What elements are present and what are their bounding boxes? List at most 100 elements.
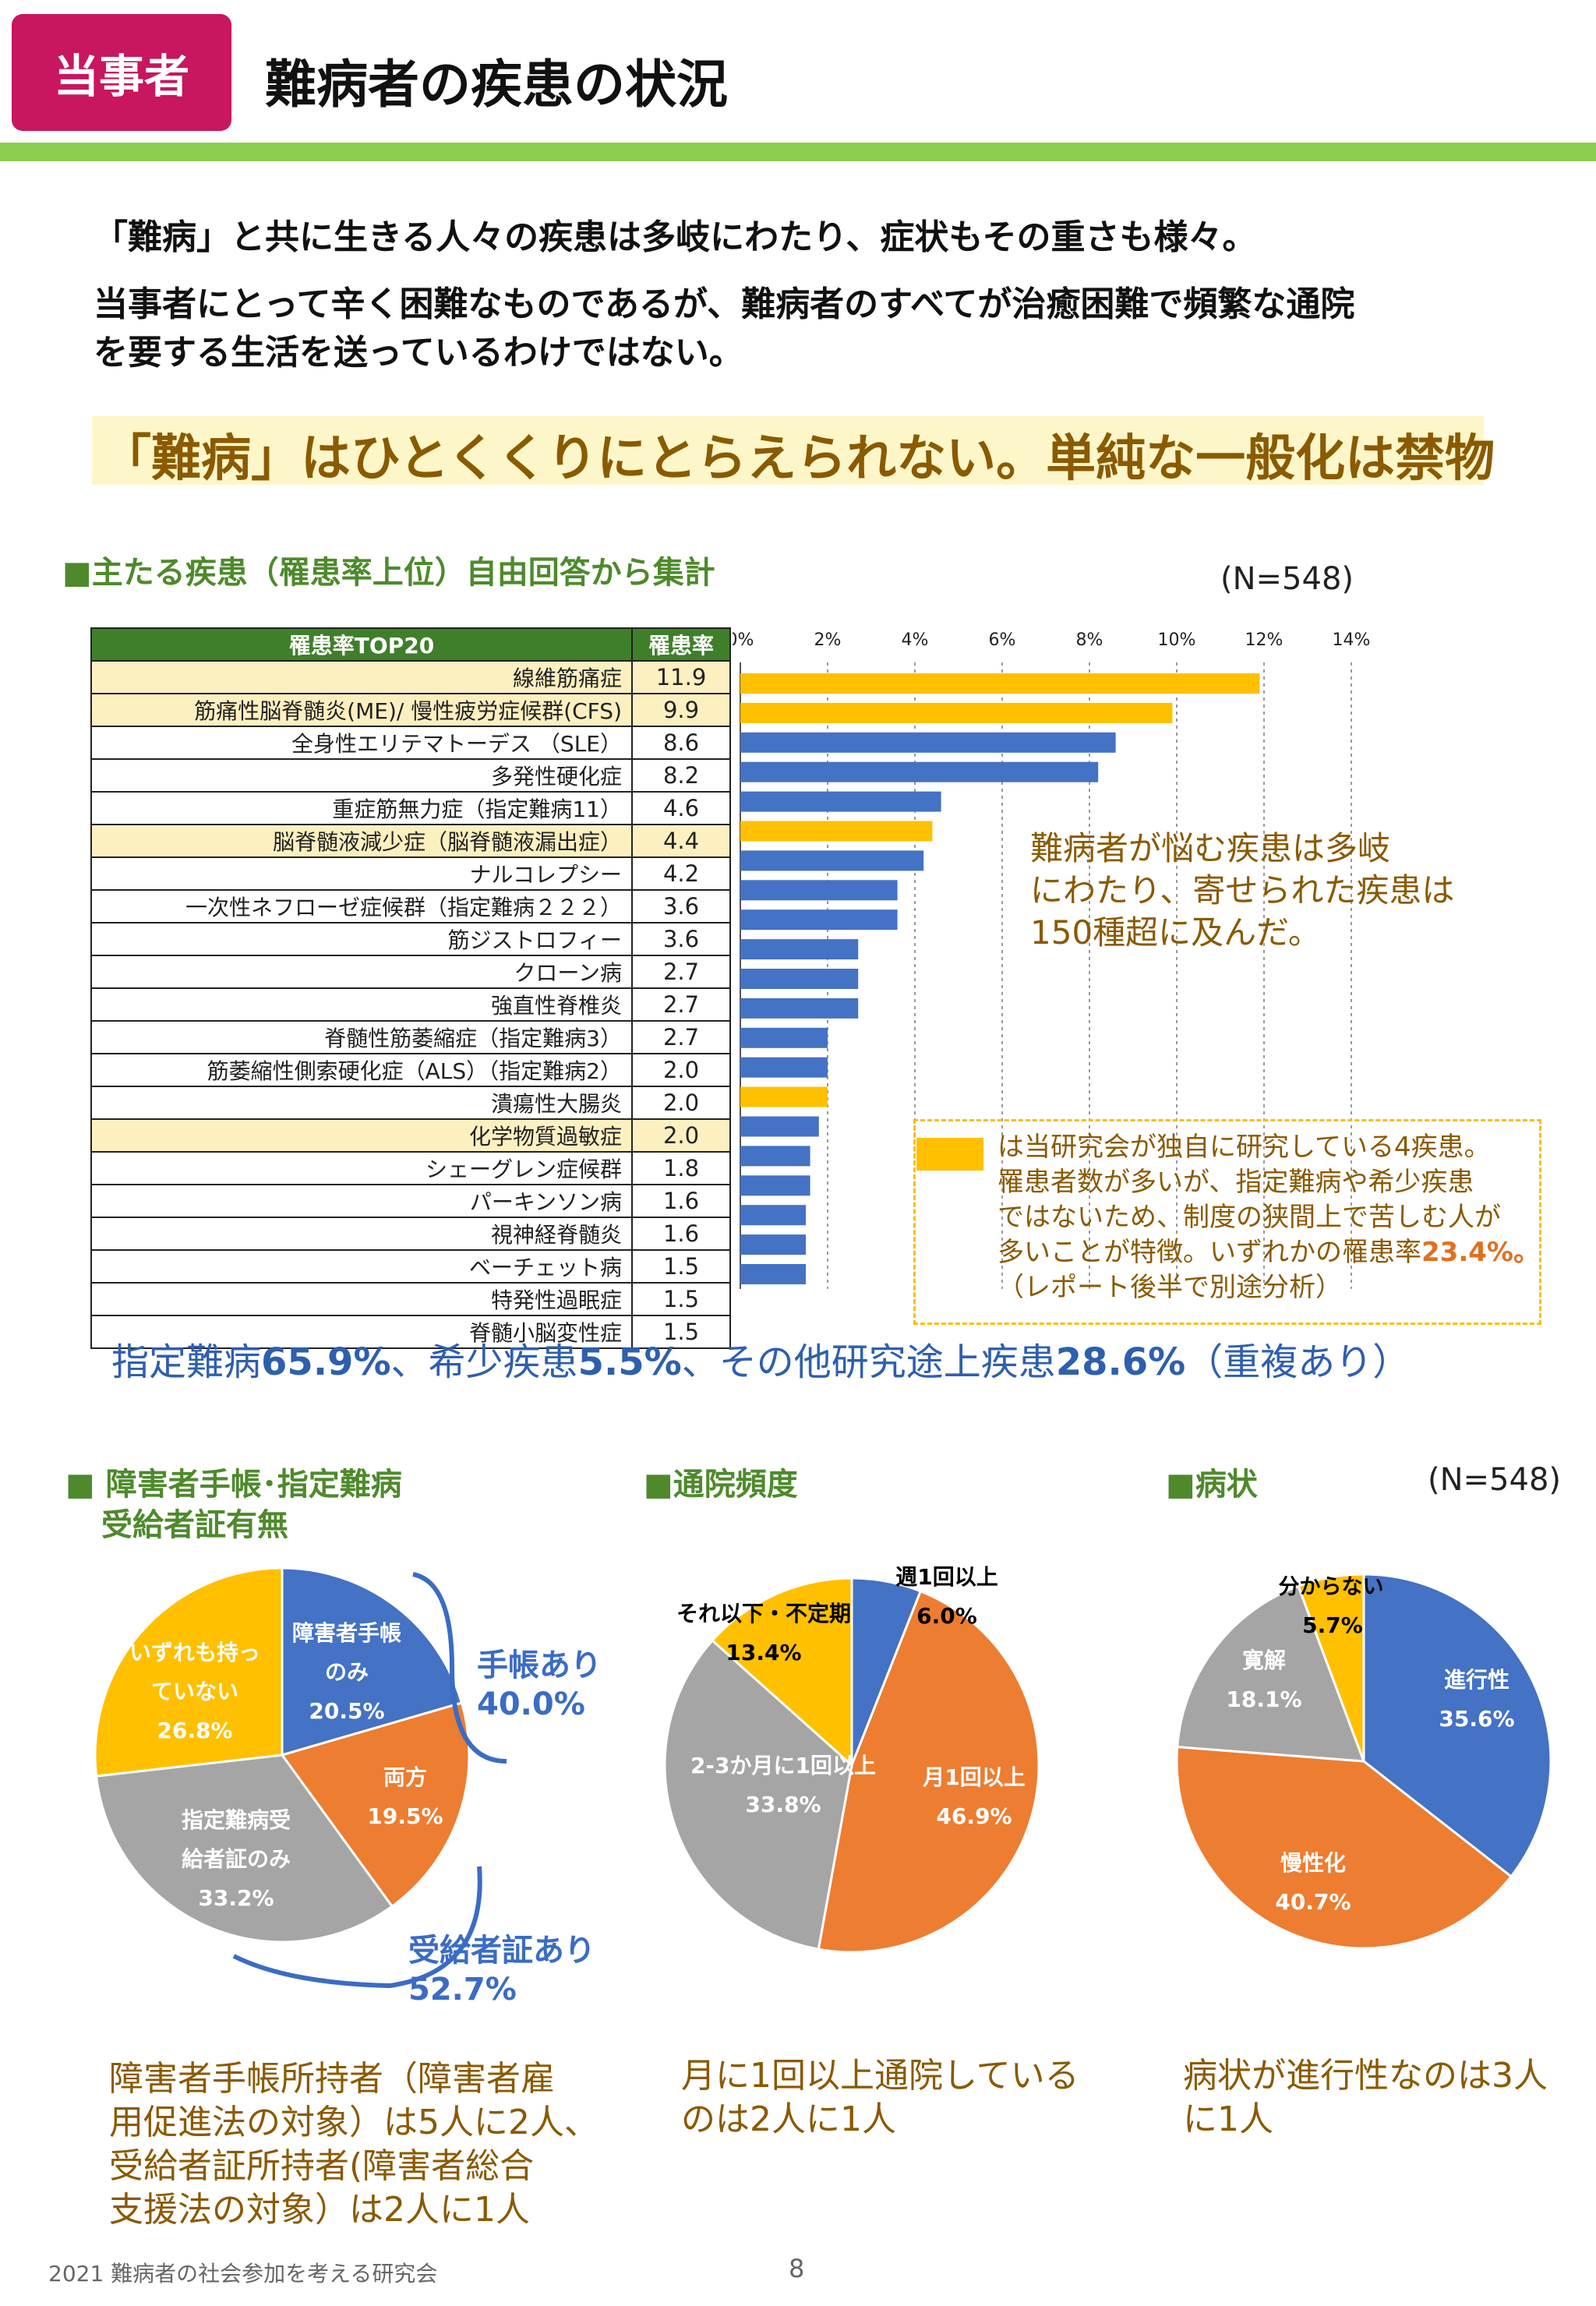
legend-box bbox=[913, 1119, 1541, 1325]
disease-name: シェーグレン症候群 bbox=[90, 1151, 633, 1185]
caption-line: 支援法の対象）は2人に1人 bbox=[109, 2190, 530, 2230]
disease-name: 筋萎縮性側索硬化症（ALS）（指定難病2） bbox=[90, 1053, 633, 1087]
pie3-label-s2: 慢性化 bbox=[1280, 1850, 1346, 1876]
callout-value: 40.0% bbox=[477, 1686, 585, 1722]
table-row: 筋萎縮性側索硬化症（ALS）（指定難病2） 2.0 bbox=[90, 1053, 731, 1087]
bar bbox=[740, 1086, 828, 1107]
header-divider bbox=[0, 143, 1596, 161]
summary-text: 、その他研究途上疾患 bbox=[681, 1340, 1056, 1384]
pie1-label-s1: 障害者手帳 bbox=[292, 1620, 401, 1646]
pie1-label-s3: 指定難病受 bbox=[182, 1807, 291, 1833]
table-row: ナルコレプシー 4.2 bbox=[90, 856, 731, 891]
disease-name: 化学物質過敏症 bbox=[90, 1118, 633, 1153]
table-row: 全身性エリテマトーデス （SLE） 8.6 bbox=[90, 726, 731, 760]
bar bbox=[740, 909, 898, 931]
bar bbox=[740, 791, 941, 812]
pie2-value-s4: 13.4% bbox=[726, 1640, 801, 1665]
legend-line: は当研究会が独自に研究している4疾患。 bbox=[998, 1132, 1491, 1163]
legend-line-text: 多いことが特徴。いずれかの罹患率 bbox=[998, 1237, 1421, 1268]
pie-slice bbox=[1176, 1584, 1366, 1763]
disease-rate: 9.9 bbox=[631, 693, 731, 727]
disease-rate: 4.6 bbox=[631, 791, 731, 825]
table-row: 視神経脊髄炎 1.6 bbox=[90, 1217, 731, 1251]
diversity-note-line: 難病者が悩む疾患は多岐 bbox=[1030, 829, 1391, 867]
summary-value: 65.9% bbox=[261, 1340, 391, 1384]
table-header-disease: 罹患率TOP20 bbox=[90, 627, 633, 662]
summary-value: 5.5% bbox=[577, 1340, 682, 1384]
bar bbox=[740, 761, 1099, 782]
bar bbox=[740, 1057, 828, 1078]
disease-rate: 1.5 bbox=[631, 1249, 731, 1284]
pie-slice bbox=[1175, 1745, 1513, 1950]
pie1-label-s4: いずれも持っ bbox=[129, 1640, 260, 1665]
intro-line-1: 「難病」と共に生きる人々の疾患は多岐にわたり、症状もその重さも様々。 bbox=[94, 217, 1257, 257]
disease-name: パーキンソン病 bbox=[90, 1184, 633, 1218]
disease-name: クローン病 bbox=[90, 955, 633, 989]
pie-slice bbox=[710, 1577, 853, 1768]
sample-size-label-2: (N=548) bbox=[1428, 1462, 1561, 1498]
pie2-label-s3: 2-3か月に1回以上 bbox=[690, 1753, 876, 1778]
table-row: 強直性脊椎炎 2.7 bbox=[90, 987, 731, 1022]
highlight-band bbox=[92, 416, 1484, 485]
bar bbox=[740, 850, 924, 871]
pie3-value-s4: 5.7% bbox=[1302, 1612, 1363, 1638]
pie-slice bbox=[94, 1566, 284, 1778]
caption-line: 用促進法の対象）は5人に2人、 bbox=[109, 2103, 598, 2142]
pie3-value-s1: 35.6% bbox=[1439, 1706, 1514, 1732]
disease-rate: 2.0 bbox=[631, 1053, 731, 1087]
pie-slice bbox=[817, 1589, 1040, 1954]
pie3-label-s3: 寛解 bbox=[1242, 1647, 1286, 1673]
legend-line: ではないため、制度の狭間上で苦しむ人が bbox=[998, 1202, 1501, 1233]
disease-name: 一次性ネフローゼ症候群（指定難病２２２） bbox=[90, 889, 633, 923]
section-title-diseases: ■主たる疾患（罹患率上位）自由回答から集計 bbox=[62, 555, 715, 591]
disease-rate: 11.9 bbox=[631, 660, 731, 694]
disease-rate: 3.6 bbox=[631, 922, 731, 956]
caption-visits: 月に1回以上通院している のは2人に1人 bbox=[681, 2054, 1079, 2142]
pie3-label-s4: 分からない bbox=[1279, 1575, 1384, 1599]
disease-name: 潰瘍性大腸炎 bbox=[90, 1086, 633, 1120]
pie1-value-s4: 26.8% bbox=[157, 1718, 232, 1743]
disease-name: 多発性硬化症 bbox=[90, 758, 633, 793]
legend-rate-value: 23.4%。 bbox=[1421, 1237, 1540, 1268]
pie1-slices bbox=[94, 1566, 471, 1944]
pie1-brackets bbox=[232, 1572, 507, 1989]
legend-line: （レポート後半で別途分析） bbox=[998, 1272, 1342, 1303]
disease-name: 脳脊髄液減少症（脳脊髄液漏出症） bbox=[90, 824, 633, 858]
bar bbox=[740, 1205, 806, 1226]
pie-slice bbox=[663, 1638, 853, 1951]
disease-name: 視神経脊髄炎 bbox=[90, 1217, 633, 1251]
diversity-note: 難病者が悩む疾患は多岐 にわたり、寄せられた疾患は 150種超に及んだ。 bbox=[1030, 828, 1454, 954]
callout-certificate: 受給者証あり 52.7% bbox=[408, 1931, 595, 2009]
disease-table: 罹患率TOP20 罹患率 線維筋痛症 11.9 筋痛性脳脊髄炎(ME)/ 慢性疲労症… bbox=[90, 627, 731, 1349]
bar bbox=[740, 702, 1173, 723]
table-row: 特発性過眠症 1.5 bbox=[90, 1282, 731, 1316]
summary-text: 指定難病 bbox=[111, 1340, 262, 1384]
disease-name: 脊髄小脳変性症 bbox=[90, 1315, 633, 1349]
pie1-value-s1: 20.5% bbox=[309, 1698, 384, 1724]
pie1-label-s1: のみ bbox=[325, 1659, 369, 1685]
disease-name: ベーチェット病 bbox=[90, 1249, 633, 1284]
pie2-slices bbox=[663, 1577, 1040, 1954]
table-row: 脳脊髄液減少症（脳脊髄液漏出症） 4.4 bbox=[90, 824, 731, 858]
bar bbox=[740, 969, 859, 989]
disease-name: ナルコレプシー bbox=[90, 856, 633, 891]
bar bbox=[740, 1234, 806, 1255]
table-row: 重症筋無力症（指定難病11） 4.6 bbox=[90, 791, 731, 825]
summary-text: 、希少疾患 bbox=[390, 1340, 578, 1384]
disease-rate: 1.6 bbox=[631, 1184, 731, 1218]
table-row: 筋痛性脳脊髄炎(ME)/ 慢性疲労症候群(CFS) 9.9 bbox=[90, 693, 731, 727]
disease-rate: 3.6 bbox=[631, 889, 731, 923]
disease-name: 線維筋痛症 bbox=[90, 660, 633, 694]
pie3-slices bbox=[1175, 1573, 1552, 1950]
pie1-title: ■ 障害者手帳･指定難病 bbox=[65, 1467, 402, 1503]
table-row: 化学物質過敏症 2.0 bbox=[90, 1118, 731, 1153]
pie1-label-s3: 給者証のみ bbox=[182, 1846, 291, 1872]
disease-rate: 1.5 bbox=[631, 1315, 731, 1349]
x-tick-label: 8% bbox=[1076, 630, 1103, 650]
category-badge: 当事者 bbox=[12, 14, 231, 131]
bar bbox=[740, 1116, 819, 1137]
pie-chart-visits: 週1回以上 6.0% 月1回以上 46.9% 2-3か月に1回以上 33.8% … bbox=[663, 1564, 1040, 1954]
pie3-value-s3: 18.1% bbox=[1226, 1686, 1301, 1712]
bracket-certificate bbox=[232, 1866, 482, 1989]
bar bbox=[740, 732, 1116, 753]
